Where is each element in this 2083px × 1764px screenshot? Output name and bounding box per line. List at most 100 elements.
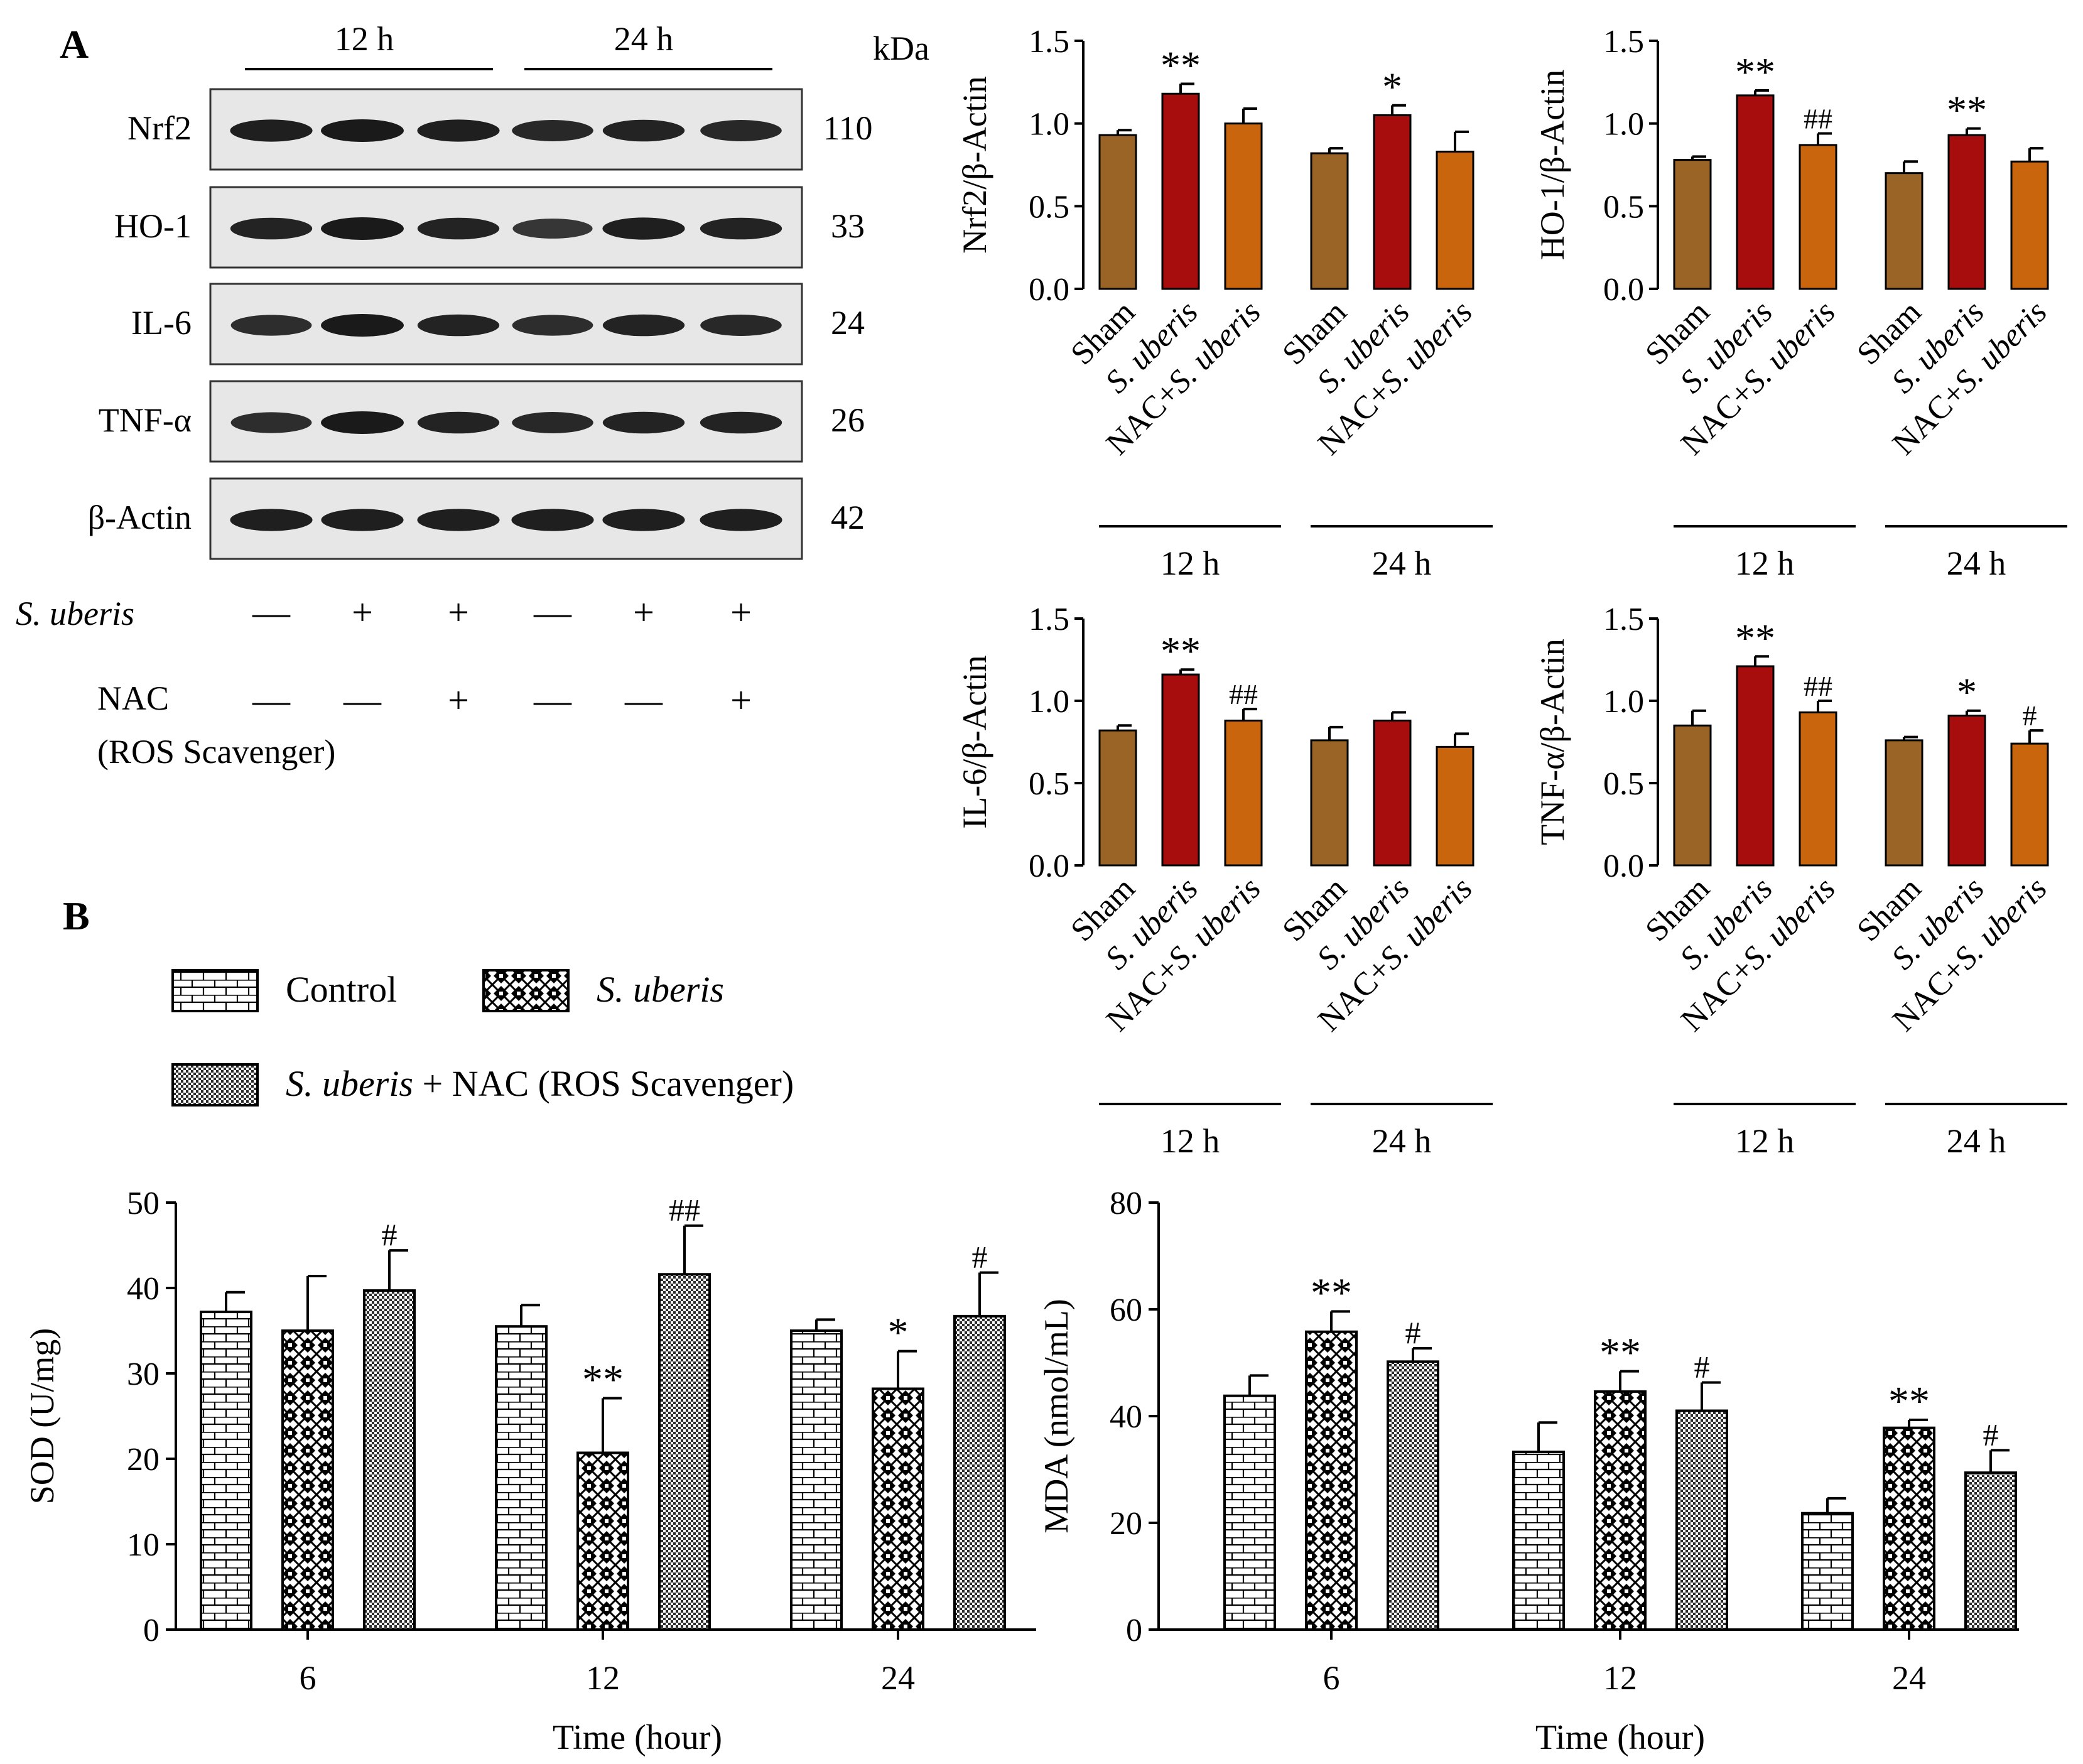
treatment-sign: + (730, 679, 752, 721)
significance-label: ** (1888, 1378, 1930, 1424)
y-tick-label: 1.0 (1029, 684, 1069, 720)
bar (1673, 159, 1712, 290)
blot-protein-label: β-Actin (88, 499, 192, 536)
bar (1161, 673, 1200, 867)
blot-band (321, 314, 404, 337)
legend-label: Control (286, 969, 397, 1010)
y-tick-label: 50 (127, 1186, 160, 1221)
bar (200, 1311, 252, 1631)
blot-band (700, 315, 782, 336)
y-axis-label: HO-1/β-Actin (1534, 70, 1571, 260)
bar (1373, 719, 1412, 867)
bar (1310, 739, 1349, 867)
y-axis-label: MDA (nmol/mL) (1037, 1299, 1075, 1534)
treatment-sign: — (343, 679, 382, 721)
y-tick-label: 1.0 (1029, 107, 1069, 143)
bar (1161, 92, 1200, 290)
bar (1947, 715, 1986, 867)
y-tick-label: 1.5 (1029, 24, 1069, 60)
blot-protein-label: HO-1 (114, 207, 192, 245)
y-tick-label: 0.5 (1603, 766, 1644, 802)
group-label: 12 h (1735, 1122, 1795, 1160)
blot-band (700, 509, 782, 531)
group-label: 24 h (1372, 544, 1432, 582)
blot-band (230, 315, 312, 336)
blot-protein-label: Nrf2 (127, 109, 192, 147)
legend-swatch (171, 969, 259, 1012)
treatment-label-s-uberis: S. uberis (16, 595, 134, 632)
bar (1098, 134, 1137, 290)
bar (1799, 144, 1837, 290)
y-tick-label: 20 (1110, 1506, 1142, 1542)
bar (1883, 1426, 1935, 1631)
y-tick-label: 0.0 (1603, 272, 1644, 308)
treatment-sign: + (448, 679, 469, 721)
y-axis-label: IL-6/β-Actin (956, 655, 993, 828)
blot-kda-value: 42 (831, 499, 865, 536)
significance-label: * (888, 1310, 909, 1356)
bar (495, 1325, 548, 1631)
group-label: 12 h (1161, 544, 1220, 582)
blot-kda-value: 33 (831, 207, 865, 245)
blot-kda-value: 26 (831, 401, 865, 439)
bar (1310, 152, 1349, 290)
bar (1224, 122, 1263, 290)
blot-band (417, 509, 500, 531)
x-tick-label: 12 (586, 1659, 620, 1697)
blot-band (417, 217, 500, 240)
legend-swatch (482, 969, 570, 1012)
y-tick-label: 40 (127, 1271, 160, 1307)
bar (1305, 1330, 1358, 1631)
significance-label: ** (1947, 88, 1987, 133)
bar (1736, 94, 1775, 290)
blot-band (602, 217, 685, 240)
significance-label: ** (1599, 1330, 1641, 1376)
x-tick-label: 24 (881, 1659, 915, 1697)
blot-band (700, 217, 782, 240)
y-tick-label: 10 (127, 1527, 160, 1563)
blot-band (512, 412, 593, 433)
significance-label: * (1382, 65, 1402, 109)
bar (953, 1314, 1006, 1631)
blot-band (700, 411, 782, 434)
significance-label: # (2023, 700, 2037, 732)
blot-time-12h: 12 h (335, 20, 394, 58)
group-label: 12 h (1735, 544, 1795, 582)
y-tick-label: 0.5 (1029, 766, 1069, 802)
blot-band (512, 315, 593, 336)
blot-band (602, 314, 685, 337)
group-label: 24 h (1947, 1122, 2006, 1160)
legend-label: S. uberis (597, 969, 724, 1010)
y-tick-label: 1.5 (1603, 24, 1644, 60)
bar (1947, 134, 1986, 290)
bar (1387, 1360, 1439, 1631)
bar (1512, 1450, 1565, 1631)
treatment-sign: + (448, 592, 469, 633)
bar (1675, 1409, 1728, 1631)
treatment-sign: — (533, 592, 572, 633)
blot-band (417, 119, 500, 142)
blot-band (602, 509, 685, 531)
significance-label: # (1694, 1349, 1710, 1384)
bar (1673, 724, 1712, 867)
bar (1736, 665, 1775, 867)
bar (2010, 742, 2049, 867)
y-tick-label: 0.0 (1029, 848, 1069, 884)
blot-kda-value: 24 (831, 304, 865, 342)
x-tick-label: 6 (300, 1659, 317, 1697)
bar (1801, 1512, 1854, 1631)
significance-label: # (1405, 1315, 1421, 1350)
treatment-sign: — (624, 679, 663, 721)
y-tick-label: 20 (127, 1442, 160, 1478)
significance-label: ## (669, 1193, 700, 1228)
x-axis-label: Time (hour) (1535, 1718, 1705, 1757)
kda-header: kDa (873, 30, 929, 67)
bar (1436, 745, 1474, 867)
y-axis-label: SOD (U/mg) (23, 1328, 61, 1505)
legend: Control S. uberis S. uberis + NAC (ROS Sca… (171, 969, 794, 1107)
blot-band (230, 509, 313, 531)
